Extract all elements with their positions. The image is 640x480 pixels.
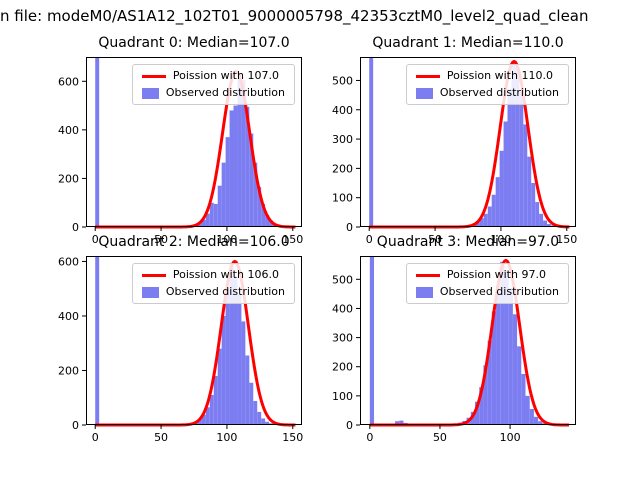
poisson-line-swatch: [141, 273, 166, 277]
plot-canvas-quadrant-1: 0 50 100 150 0 100 200 300 400 500: [332, 57, 577, 246]
svg-text:100: 100: [332, 192, 353, 205]
observed-patch-swatch: [141, 286, 159, 298]
svg-text:100: 100: [490, 233, 511, 246]
svg-text:0: 0: [346, 221, 353, 234]
legend-entry-observed: Observed distribution: [415, 86, 559, 100]
svg-text:600: 600: [58, 75, 79, 88]
legend-entry-poisson: Poission with 106.0: [141, 268, 285, 281]
svg-text:50: 50: [428, 233, 442, 246]
poisson-line-swatch: [141, 74, 166, 78]
svg-text:0: 0: [72, 221, 79, 234]
svg-text:400: 400: [332, 302, 353, 315]
svg-text:300: 300: [332, 133, 353, 146]
observed-patch-swatch: [415, 286, 433, 298]
legend-label: Observed distribution: [439, 285, 559, 299]
legend-quadrant-0: Poission with 107.0 Observed distributio…: [131, 64, 295, 106]
subplot-quadrant-3: Quadrant 3: Median=97.0 0 50 100 0 100 200 300…: [332, 234, 576, 444]
plot-title-quadrant-3: Quadrant 3: Median=97.0: [376, 234, 560, 250]
plot-canvas-quadrant-2: 0 50 100 150 0 200 400 600: [58, 255, 303, 444]
legend-label: Observed distribution: [165, 86, 285, 100]
svg-text:0: 0: [92, 431, 99, 444]
legend-quadrant-1: Poission with 110.0 Observed distributio…: [405, 64, 569, 106]
svg-text:0: 0: [366, 431, 373, 444]
svg-text:200: 200: [58, 172, 79, 185]
figure-title: n file: modeM0/AS1A12_102T01_9000005798_…: [0, 7, 589, 25]
subplot-quadrant-0: Quadrant 0: Median=107.0 0 50 100 150 0 200 40…: [58, 35, 303, 246]
legend-quadrant-3: Poission with 97.0 Observed distribution: [405, 263, 569, 305]
plot-title-quadrant-2: Quadrant 2: Median=106.0: [98, 234, 290, 250]
svg-text:400: 400: [58, 310, 79, 323]
legend-label: Poission with 107.0: [172, 69, 279, 82]
svg-text:100: 100: [216, 233, 237, 246]
svg-text:0: 0: [92, 233, 99, 246]
poisson-line-swatch: [415, 74, 440, 78]
svg-text:500: 500: [332, 74, 353, 87]
legend-entry-poisson: Poission with 110.0: [415, 69, 559, 82]
svg-text:200: 200: [58, 364, 79, 377]
svg-text:500: 500: [332, 273, 353, 286]
legend-entry-observed: Observed distribution: [415, 285, 559, 299]
legend-label: Poission with 97.0: [446, 268, 546, 281]
legend-entry-poisson: Poission with 97.0: [415, 268, 559, 281]
plot-title-quadrant-0: Quadrant 0: Median=107.0: [98, 35, 290, 51]
svg-text:0: 0: [366, 233, 373, 246]
svg-text:100: 100: [332, 390, 353, 403]
svg-text:400: 400: [58, 124, 79, 137]
legend-label: Observed distribution: [439, 86, 559, 100]
plot-canvas-quadrant-3: 0 50 100 0 100 200 300 400 500: [332, 256, 576, 444]
legend-entry-observed: Observed distribution: [141, 86, 285, 100]
legend-entry-observed: Observed distribution: [141, 285, 285, 299]
poisson-line-swatch: [415, 273, 440, 277]
svg-text:0: 0: [346, 419, 353, 432]
legend-entry-poisson: Poission with 107.0: [141, 69, 285, 82]
svg-text:50: 50: [154, 233, 168, 246]
svg-text:600: 600: [58, 255, 79, 268]
svg-text:100: 100: [500, 431, 521, 444]
subplot-quadrant-1: Quadrant 1: Median=110.0 0 50 100 150 0 100 20…: [332, 35, 577, 246]
observed-patch-swatch: [141, 87, 159, 99]
svg-text:150: 150: [556, 233, 577, 246]
svg-text:50: 50: [154, 431, 168, 444]
legend-label: Poission with 106.0: [172, 268, 279, 281]
svg-text:0: 0: [72, 419, 79, 432]
svg-text:100: 100: [216, 431, 237, 444]
legend-label: Observed distribution: [165, 285, 285, 299]
plot-title-quadrant-1: Quadrant 1: Median=110.0: [372, 35, 564, 51]
observed-patch-swatch: [415, 87, 433, 99]
legend-label: Poission with 110.0: [446, 69, 553, 82]
svg-text:400: 400: [332, 104, 353, 117]
svg-text:150: 150: [282, 233, 303, 246]
svg-text:300: 300: [332, 332, 353, 345]
subplot-quadrant-2: Quadrant 2: Median=106.0 0 50 100 150 0 200 40…: [58, 234, 303, 444]
svg-text:200: 200: [332, 361, 353, 374]
plot-canvas-quadrant-0: 0 50 100 150 0 200 400 600: [58, 57, 303, 246]
svg-text:50: 50: [433, 431, 447, 444]
svg-text:150: 150: [282, 431, 303, 444]
legend-quadrant-2: Poission with 106.0 Observed distributio…: [131, 263, 295, 305]
svg-text:200: 200: [332, 162, 353, 175]
